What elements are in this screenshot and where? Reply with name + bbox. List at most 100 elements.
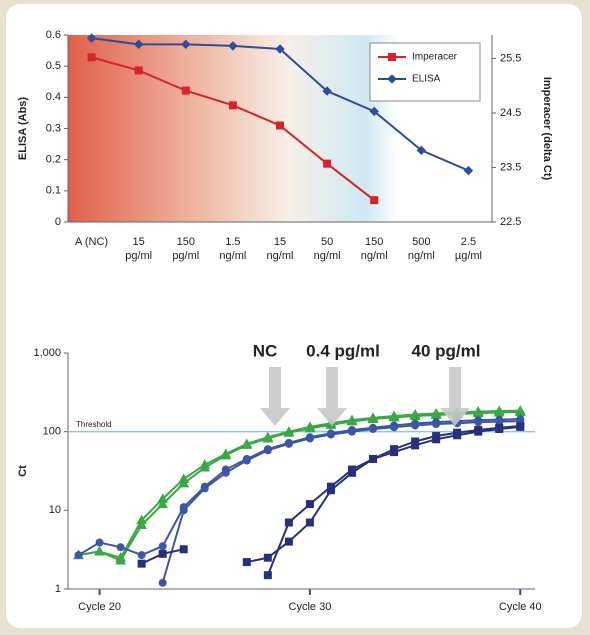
x-tick-label: 50 ng/ml: [314, 236, 341, 262]
y-tick-label: 0.2: [46, 154, 61, 166]
marker: [200, 484, 209, 493]
marker: [158, 578, 167, 587]
marker: [137, 551, 146, 560]
marker: [369, 106, 379, 117]
marker: [276, 121, 284, 130]
marker: [95, 538, 104, 547]
y-tick-label: 0: [55, 216, 61, 228]
annotation: 40 pg/ml: [412, 341, 481, 360]
marker: [157, 498, 169, 509]
marker: [346, 415, 358, 426]
marker: [136, 519, 147, 530]
marker: [263, 446, 272, 455]
marker: [283, 427, 295, 437]
marker: [94, 545, 105, 556]
marker: [390, 445, 399, 454]
y2-tick-label: 23.5: [500, 161, 521, 173]
marker: [158, 542, 167, 551]
x-tick-label: Cycle 40: [499, 601, 542, 613]
legend-marker: [387, 74, 397, 84]
marker: [178, 477, 190, 488]
y2-tick-label: 22.5: [500, 216, 521, 228]
y2-tick-label: 24.5: [500, 107, 521, 119]
marker: [370, 196, 379, 205]
marker: [137, 559, 146, 568]
x-tick-label: 500 ng/ml: [408, 236, 435, 262]
marker: [179, 506, 188, 515]
y-tick-label: 10: [49, 504, 61, 516]
marker: [228, 101, 237, 110]
marker: [228, 41, 238, 51]
annotation: 0.4 pg/ml: [306, 341, 380, 360]
legend-label: Imperacer: [412, 52, 458, 63]
threshold-label: Threshold: [76, 420, 112, 429]
marker: [284, 439, 293, 448]
marker: [453, 428, 462, 437]
marker: [221, 468, 230, 477]
x-tick-label: 15 ng/ml: [267, 236, 294, 262]
legend-label: ELISA: [412, 74, 441, 85]
y2-tick-label: 25.5: [500, 52, 521, 64]
marker: [323, 159, 332, 168]
marker: [181, 39, 191, 50]
marker: [158, 549, 167, 558]
marker: [516, 422, 525, 431]
y-tick-label: 0.1: [46, 185, 61, 197]
marker: [411, 437, 420, 446]
marker: [388, 411, 400, 422]
marker: [115, 555, 126, 565]
y-tick-label: 1,000: [33, 347, 61, 359]
x-tick-label: Cycle 30: [289, 601, 332, 613]
y-tick-label: 100: [43, 426, 61, 438]
marker: [74, 551, 83, 560]
legend-box: [369, 42, 481, 102]
marker: [369, 425, 378, 434]
marker: [305, 518, 314, 527]
marker: [432, 420, 441, 429]
marker: [304, 422, 316, 433]
x-tick-label: 150 pg/ml: [172, 236, 199, 262]
marker: [347, 427, 356, 436]
marker: [305, 434, 314, 443]
annotation: NC: [253, 341, 278, 360]
marker: [305, 500, 314, 509]
marker: [87, 53, 96, 62]
marker: [242, 456, 251, 465]
marker: [242, 558, 251, 567]
y-tick-label: 1: [55, 583, 61, 595]
marker: [199, 462, 211, 472]
x-tick-label: 15 pg/ml: [125, 236, 152, 262]
marker: [347, 468, 356, 477]
marker: [220, 449, 232, 460]
marker: [326, 430, 335, 439]
marker: [463, 165, 474, 176]
x-tick-label: A (NC): [75, 236, 108, 248]
series-line: [141, 425, 521, 576]
annotation-arrow: [317, 367, 347, 426]
marker: [369, 454, 378, 463]
x-tick-label: 150 ng/ml: [361, 236, 388, 262]
marker: [284, 537, 293, 546]
marker: [390, 423, 399, 432]
series-line: [78, 417, 521, 557]
y-tick-label: 0.3: [46, 122, 61, 134]
y-axis-label: Ct: [17, 465, 29, 477]
marker: [367, 413, 379, 423]
marker: [284, 518, 293, 527]
marker: [263, 571, 272, 580]
marker: [181, 86, 190, 95]
marker: [86, 33, 97, 43]
y-tick-label: 0.4: [46, 91, 61, 103]
marker: [275, 44, 285, 54]
x-tick-label: 1.5 ng/ml: [219, 236, 246, 262]
marker: [411, 421, 420, 430]
y-tick-label: 0.6: [46, 29, 61, 41]
marker: [133, 39, 144, 50]
x-tick-label: 2.5 µg/ml: [455, 236, 482, 262]
marker: [474, 425, 483, 434]
marker: [495, 423, 504, 432]
marker: [134, 66, 143, 75]
marker: [474, 418, 483, 427]
marker: [116, 543, 125, 552]
